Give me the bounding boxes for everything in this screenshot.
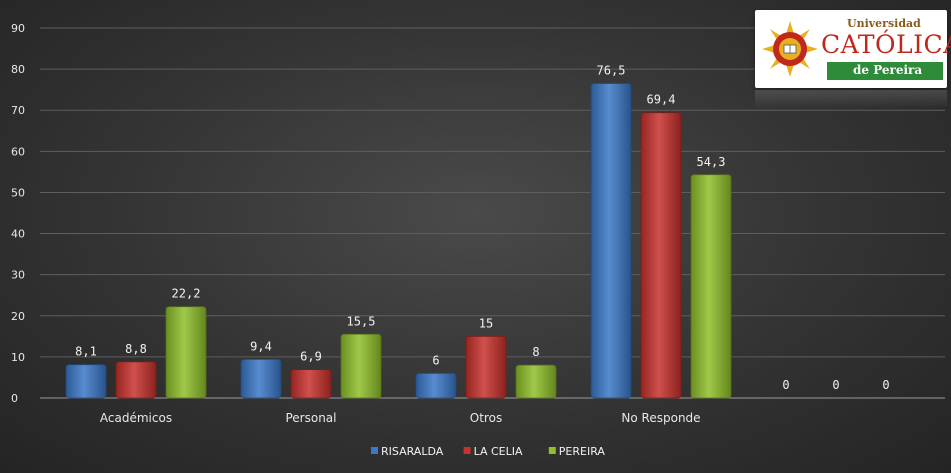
legend-swatch bbox=[371, 447, 378, 454]
data-label: 22,2 bbox=[172, 287, 201, 301]
bar-pereira bbox=[341, 334, 381, 398]
category-label: No Responde bbox=[621, 411, 700, 425]
data-label: 8 bbox=[532, 345, 539, 359]
y-tick-label: 60 bbox=[11, 145, 25, 158]
y-tick-label: 0 bbox=[11, 392, 18, 405]
category-label: Académicos bbox=[100, 411, 172, 425]
data-label: 69,4 bbox=[647, 93, 676, 107]
logo-reflection bbox=[755, 90, 947, 108]
data-label: 6 bbox=[432, 353, 439, 367]
data-label: 0 bbox=[782, 378, 789, 392]
y-axis-ticks: 0 10 20 30 40 50 60 70 80 90 bbox=[11, 22, 25, 405]
data-label: 0 bbox=[832, 378, 839, 392]
legend: RISARALDA LA CELIA PEREIRA bbox=[371, 445, 605, 458]
category-label: Otros bbox=[470, 411, 502, 425]
data-label: 54,3 bbox=[697, 155, 726, 169]
data-label: 8,8 bbox=[125, 342, 147, 356]
bar-la-celia bbox=[466, 336, 506, 398]
data-label: 6,9 bbox=[300, 350, 322, 364]
y-tick-label: 40 bbox=[11, 228, 25, 241]
bar-pereira bbox=[691, 175, 731, 398]
legend-label: LA CELIA bbox=[474, 445, 523, 458]
y-tick-label: 50 bbox=[11, 186, 25, 199]
data-label: 15,5 bbox=[347, 314, 376, 328]
bar-la-celia bbox=[116, 362, 156, 398]
category-labels: Académicos Personal Otros No Responde bbox=[100, 411, 701, 425]
logo-line-3: de Pereira bbox=[853, 63, 922, 77]
legend-swatch bbox=[549, 447, 556, 454]
sun-seal-icon bbox=[761, 20, 819, 78]
bar-pereira bbox=[166, 307, 206, 398]
bar-risaralda bbox=[591, 84, 631, 399]
bar-risaralda bbox=[66, 365, 106, 398]
university-logo: Universidad CATÓLICA de Pereira bbox=[755, 10, 947, 88]
logo-line-2: CATÓLICA bbox=[821, 30, 951, 59]
data-label: 8,1 bbox=[75, 345, 97, 359]
category-label: Personal bbox=[285, 411, 336, 425]
bar-pereira bbox=[516, 365, 556, 398]
y-tick-label: 70 bbox=[11, 104, 25, 117]
data-label: 0 bbox=[882, 378, 889, 392]
legend-label: RISARALDA bbox=[381, 445, 444, 458]
y-tick-label: 20 bbox=[11, 310, 25, 323]
bar-risaralda bbox=[241, 359, 281, 398]
y-tick-label: 90 bbox=[11, 22, 25, 35]
legend-swatch bbox=[464, 447, 471, 454]
y-tick-label: 80 bbox=[11, 63, 25, 76]
logo-line-1: Universidad bbox=[847, 17, 921, 30]
data-label: 76,5 bbox=[597, 64, 626, 78]
data-label: 9,4 bbox=[250, 339, 272, 353]
bar-la-celia bbox=[291, 370, 331, 398]
y-tick-label: 10 bbox=[11, 351, 25, 364]
legend-label: PEREIRA bbox=[559, 445, 606, 458]
data-label: 15 bbox=[479, 316, 493, 330]
y-tick-label: 30 bbox=[11, 269, 25, 282]
bar-la-celia bbox=[641, 113, 681, 398]
bars bbox=[66, 84, 731, 399]
bar-risaralda bbox=[416, 373, 456, 398]
